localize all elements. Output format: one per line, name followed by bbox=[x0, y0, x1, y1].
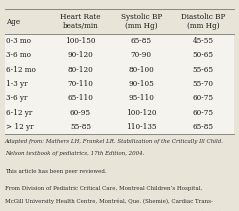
Text: This article has been peer reviewed.: This article has been peer reviewed. bbox=[5, 169, 106, 174]
Text: 60-75: 60-75 bbox=[193, 109, 214, 117]
Bar bbox=[5, 77, 234, 91]
Text: 55-85: 55-85 bbox=[70, 123, 91, 131]
Bar bbox=[5, 48, 234, 62]
Text: 45-55: 45-55 bbox=[193, 37, 214, 45]
Bar bbox=[5, 9, 234, 34]
Text: Diastolic BP
(mm Hg): Diastolic BP (mm Hg) bbox=[181, 13, 225, 30]
Text: 95-110: 95-110 bbox=[128, 94, 154, 102]
Text: 50-65: 50-65 bbox=[193, 51, 214, 59]
Text: 65-85: 65-85 bbox=[131, 37, 152, 45]
Text: 3-6 yr: 3-6 yr bbox=[6, 94, 27, 102]
Text: 60-75: 60-75 bbox=[193, 94, 214, 102]
Text: Heart Rate
beats/min: Heart Rate beats/min bbox=[60, 13, 101, 30]
Text: > 12 yr: > 12 yr bbox=[6, 123, 33, 131]
Text: 70-110: 70-110 bbox=[68, 80, 93, 88]
Text: 70-90: 70-90 bbox=[131, 51, 152, 59]
Text: 90-120: 90-120 bbox=[68, 51, 93, 59]
Text: 65-110: 65-110 bbox=[68, 94, 93, 102]
Text: 6-12 mo: 6-12 mo bbox=[6, 66, 36, 74]
Text: 65-85: 65-85 bbox=[193, 123, 214, 131]
Text: McGill University Health Centre, Montréal, Que. (Shemie), Cardiac Trans-: McGill University Health Centre, Montréa… bbox=[5, 198, 213, 204]
Text: 80-120: 80-120 bbox=[68, 66, 93, 74]
Text: plant Program, Toronto General Hospital, University Health Network (Ross),: plant Program, Toronto General Hospital,… bbox=[5, 210, 219, 211]
Text: 100-120: 100-120 bbox=[126, 109, 157, 117]
Text: 55-70: 55-70 bbox=[193, 80, 214, 88]
Text: Systolic BP
(mm Hg): Systolic BP (mm Hg) bbox=[121, 13, 162, 30]
Text: 3-6 mo: 3-6 mo bbox=[6, 51, 31, 59]
Bar bbox=[5, 106, 234, 120]
Bar bbox=[5, 62, 234, 77]
Text: 80-100: 80-100 bbox=[128, 66, 154, 74]
Text: 0-3 mo: 0-3 mo bbox=[6, 37, 31, 45]
Text: 1-3 yr: 1-3 yr bbox=[6, 80, 27, 88]
Text: 100-150: 100-150 bbox=[65, 37, 96, 45]
Bar bbox=[5, 91, 234, 106]
Bar bbox=[5, 34, 234, 48]
Text: Adapted from: Mathers LH, Frankel LR. Stabilization of the Critically Ill Child.: Adapted from: Mathers LH, Frankel LR. St… bbox=[5, 139, 224, 145]
Text: 55-65: 55-65 bbox=[193, 66, 214, 74]
Text: From Division of Pediatric Critical Care, Montreal Children’s Hospital,: From Division of Pediatric Critical Care… bbox=[5, 186, 202, 191]
Text: 110-135: 110-135 bbox=[126, 123, 157, 131]
Text: 6-12 yr: 6-12 yr bbox=[6, 109, 32, 117]
Bar bbox=[5, 120, 234, 134]
Text: Age: Age bbox=[6, 18, 20, 26]
Text: Nelson textbook of pediatrics, 17th Edition, 2004.: Nelson textbook of pediatrics, 17th Edit… bbox=[5, 151, 144, 156]
Text: 90-105: 90-105 bbox=[128, 80, 154, 88]
Text: 60-95: 60-95 bbox=[70, 109, 91, 117]
